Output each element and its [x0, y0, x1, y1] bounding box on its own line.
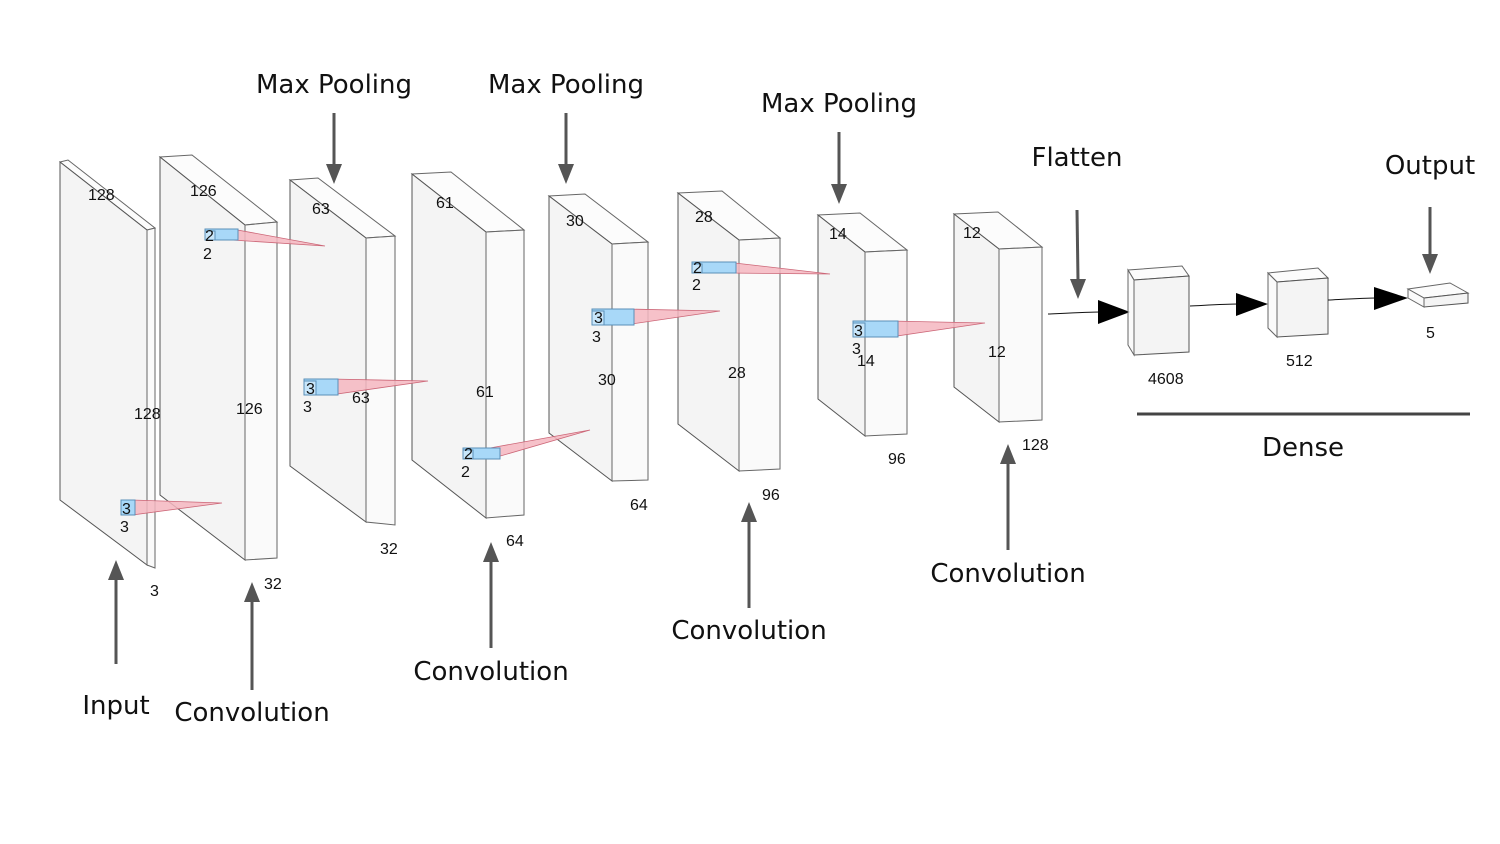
kernel-1-a: 3	[122, 501, 131, 518]
kernel-5-b: 3	[592, 329, 601, 346]
conv4-height-label: 12	[963, 225, 981, 242]
pool2-layer-box	[547, 193, 650, 483]
kernel-4-b: 2	[461, 464, 470, 481]
kernel-1-b: 3	[120, 519, 129, 536]
flatten-caption: Flatten	[1032, 143, 1123, 173]
pool1-width-label: 63	[352, 390, 370, 407]
kernel-2-b: 2	[203, 246, 212, 263]
kernel-5-a: 3	[594, 310, 603, 327]
kernel-2-a: 2	[205, 228, 214, 245]
kernel-4-a: 2	[464, 446, 473, 463]
output-arrow	[1422, 207, 1438, 274]
conv2-height-label: 61	[436, 195, 454, 212]
kernel-3-b: 3	[303, 399, 312, 416]
flatten-arrow	[1070, 209, 1086, 299]
input-depth-label: 3	[150, 583, 159, 600]
kernel-7-b: 3	[852, 341, 861, 358]
dense-4608-label: 4608	[1148, 371, 1184, 388]
dense-4608-box	[1127, 265, 1190, 357]
input-caption: Input	[82, 691, 149, 721]
kernel-5	[591, 308, 721, 326]
pool1-arrow	[326, 113, 342, 184]
conv4-depth-label: 128	[1022, 437, 1049, 454]
kernel-3	[303, 378, 429, 396]
kernel-2	[204, 228, 326, 247]
input-height-label: 128	[88, 187, 115, 204]
dense-512-label: 512	[1286, 353, 1313, 370]
conv1-width-label: 126	[236, 401, 263, 418]
kernel-7-a: 3	[854, 323, 863, 340]
kernel-6-b: 2	[692, 277, 701, 294]
conv2-caption: Convolution	[413, 657, 568, 687]
conv1-height-label: 126	[190, 183, 217, 200]
pool2-arrow	[558, 113, 574, 184]
dense-512-box	[1266, 267, 1330, 339]
conv4-width-label: 12	[988, 344, 1006, 361]
flatten-connector	[1047, 300, 1130, 324]
pool2-width-label: 30	[598, 372, 616, 389]
dense-connector-2	[1327, 287, 1408, 310]
kernel-3-a: 3	[306, 381, 315, 398]
conv1-arrow	[244, 582, 260, 690]
input-width-label: 128	[134, 406, 161, 423]
conv1-depth-label: 32	[264, 576, 282, 593]
output-5-label: 5	[1426, 325, 1435, 342]
pool1-caption: Max Pooling	[256, 70, 412, 100]
conv3-caption: Convolution	[671, 616, 826, 646]
pool1-height-label: 63	[312, 201, 330, 218]
conv2-depth-label: 64	[506, 533, 524, 550]
input-layer-box	[58, 159, 157, 569]
input-arrow	[108, 560, 124, 664]
pool3-width-label: 14	[857, 353, 875, 370]
output-5-box	[1406, 282, 1470, 308]
dense-label: Dense	[1262, 433, 1344, 463]
pool1-depth-label: 32	[380, 541, 398, 558]
pool2-caption: Max Pooling	[488, 70, 644, 100]
pool3-layer-box	[816, 212, 909, 438]
conv2-arrow	[483, 542, 499, 648]
conv1-layer-box	[158, 154, 279, 562]
conv3-arrow	[741, 502, 757, 608]
pool3-height-label: 14	[829, 226, 847, 243]
conv3-depth-label: 96	[762, 487, 780, 504]
conv4-arrow	[1000, 444, 1016, 550]
kernel-6-a: 2	[693, 260, 702, 277]
pool3-depth-label: 96	[888, 451, 906, 468]
conv4-caption: Convolution	[930, 559, 1085, 589]
conv3-width-label: 28	[728, 365, 746, 382]
pool2-depth-label: 64	[630, 497, 648, 514]
conv3-layer-box	[676, 190, 782, 473]
conv4-layer-box	[952, 211, 1044, 424]
kernel-7	[852, 320, 986, 338]
pool2-height-label: 30	[566, 213, 584, 230]
pool3-caption: Max Pooling	[761, 89, 917, 119]
dense-connector-1	[1189, 293, 1268, 316]
pool3-arrow	[831, 132, 847, 204]
conv3-height-label: 28	[695, 209, 713, 226]
conv2-width-label: 61	[476, 384, 494, 401]
output-caption: Output	[1385, 151, 1475, 181]
pool1-layer-box	[288, 177, 397, 526]
kernel-1	[120, 499, 223, 516]
kernel-4	[462, 429, 591, 460]
conv1-caption: Convolution	[174, 698, 329, 728]
kernel-6	[691, 261, 831, 275]
